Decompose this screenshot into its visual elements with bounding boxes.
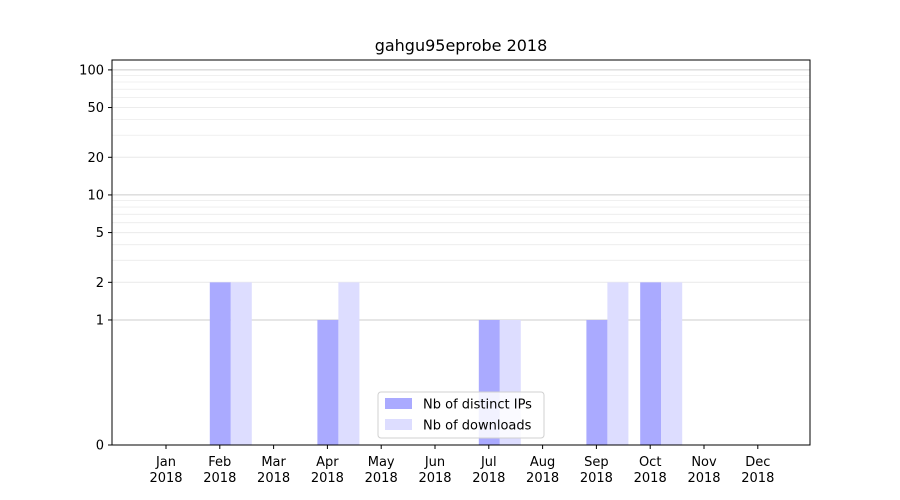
x-tick-label-jan: Jan 2018 xyxy=(149,455,182,486)
plot-frame xyxy=(111,59,811,446)
x-tick-label-sep: Sep 2018 xyxy=(580,455,613,486)
bar-nb-of-distinct-ips-feb xyxy=(209,282,231,445)
legend: Nb of distinct IPs Nb of downloads xyxy=(377,391,545,439)
x-tick-label-jul: Jul 2018 xyxy=(472,455,505,486)
y-axis: 0 1 2 5 10 20 50 100 xyxy=(79,63,112,454)
y-tick-label: 100 xyxy=(79,63,104,78)
x-tick-label-oct: Oct 2018 xyxy=(634,455,667,486)
legend-swatch xyxy=(385,398,412,409)
x-tick-label-feb: Feb 2018 xyxy=(203,455,236,486)
legend-label: Nb of downloads xyxy=(423,419,532,434)
legend-swatch xyxy=(385,419,412,430)
legend-label: Nb of distinct IPs xyxy=(423,398,532,413)
x-tick-label-dec: Dec 2018 xyxy=(741,455,774,486)
y-tick-label: 2 xyxy=(96,276,104,291)
bar-nb-of-distinct-ips-sep xyxy=(586,319,608,445)
grid-lines xyxy=(112,69,810,446)
y-tick-label: 10 xyxy=(87,188,104,203)
bar-nb-of-downloads-oct xyxy=(661,282,683,445)
x-tick-label-nov: Nov 2018 xyxy=(687,455,720,486)
y-tick-label: 5 xyxy=(96,226,104,241)
y-tick-label: 0 xyxy=(96,439,104,454)
x-tick-label-aug: Aug 2018 xyxy=(526,455,559,486)
bar-nb-of-downloads-sep xyxy=(607,282,629,445)
x-tick-label-may: May 2018 xyxy=(365,455,398,486)
bar-nb-of-distinct-ips-apr xyxy=(317,319,339,445)
x-tick-label-apr: Apr 2018 xyxy=(311,455,344,486)
bar-nb-of-downloads-apr xyxy=(338,282,360,445)
bar-nb-of-downloads-feb xyxy=(230,282,252,445)
chart-title: gahgu95eprobe 2018 xyxy=(375,36,548,55)
bars xyxy=(209,282,683,445)
bar-nb-of-distinct-ips-oct xyxy=(640,282,662,445)
y-tick-label: 1 xyxy=(96,313,104,328)
legend-box xyxy=(377,391,545,439)
x-tick-label-mar: Mar 2018 xyxy=(257,455,290,486)
x-tick-label-jun: Jun 2018 xyxy=(418,455,451,486)
y-tick-label: 20 xyxy=(87,151,104,166)
x-axis: Jan 2018 Feb 2018 Mar 2018 Apr 2018 May 2018 Jun 20… xyxy=(149,445,774,486)
y-tick-label: 50 xyxy=(87,101,104,116)
